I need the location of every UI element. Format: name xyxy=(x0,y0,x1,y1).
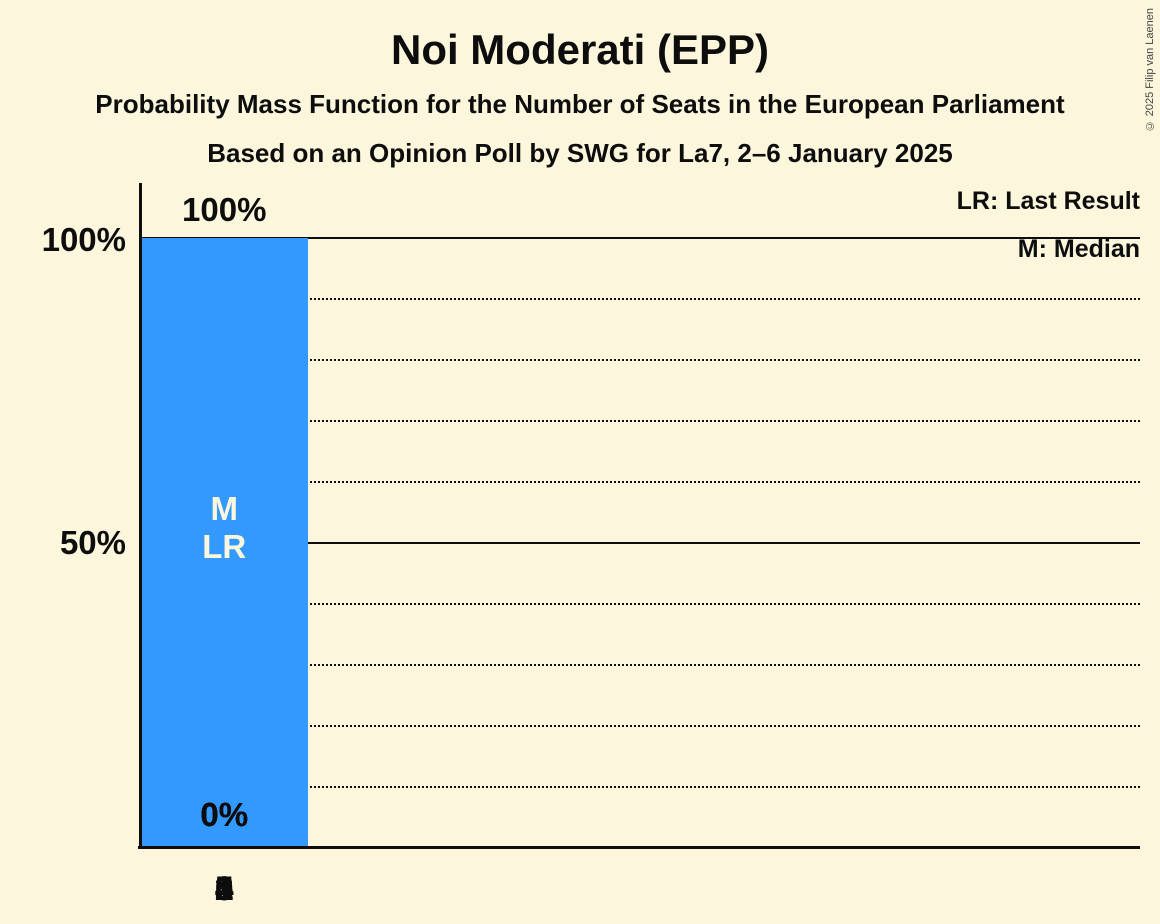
x-axis-label-2: 2 xyxy=(214,870,234,908)
gridline-60pct xyxy=(141,481,1140,483)
gridline-70pct xyxy=(141,420,1140,422)
x-axis-label-0: 0 xyxy=(214,870,234,908)
bar-value-label-1: 0% xyxy=(200,796,249,833)
gridline-50pct xyxy=(141,542,1140,544)
bar-group-1-seat: 0% 1 xyxy=(141,238,308,908)
y-axis-label-50: 50% xyxy=(59,524,126,561)
chart-title: Noi Moderati (EPP) xyxy=(390,26,770,73)
bar-group-2-seats: 0% 2 xyxy=(141,238,308,908)
bar-value-label-5: 0% xyxy=(200,796,249,833)
chart-subtitle: Probability Mass Function for the Number… xyxy=(95,89,1065,119)
last-result-marker: LR xyxy=(202,528,247,565)
gridline-100pct xyxy=(141,237,1140,239)
x-axis-label-3: 3 xyxy=(214,870,234,908)
gridline-80pct xyxy=(141,359,1140,361)
gridline-20pct xyxy=(141,725,1140,727)
median-marker: M xyxy=(210,490,239,527)
bar-value-label-2: 0% xyxy=(200,796,249,833)
bar-group-3-seats: 0% 3 xyxy=(141,238,308,908)
y-axis-label-100: 100% xyxy=(41,221,126,258)
bar-value-label-3: 0% xyxy=(200,796,249,833)
bar-value-label-4: 0% xyxy=(200,796,249,833)
bar-0-seats xyxy=(141,238,308,848)
bar-group-5-seats: 0% 5 xyxy=(141,238,308,908)
gridline-40pct xyxy=(141,603,1140,605)
x-axis-label-4: 4 xyxy=(214,870,234,908)
x-axis-line xyxy=(138,846,1140,849)
plot-area: 100% M LR 0 0% 1 0% 2 0% 3 0% 4 xyxy=(141,191,1140,908)
bar-group-4-seats: 0% 4 xyxy=(141,238,308,908)
legend-last-result: LR: Last Result xyxy=(956,187,1140,215)
y-axis-line xyxy=(139,183,142,848)
gridline-90pct xyxy=(141,298,1140,300)
chart-source-line: Based on an Opinion Poll by SWG for La7,… xyxy=(207,138,953,168)
gridline-30pct xyxy=(141,664,1140,666)
x-axis-label-1: 1 xyxy=(214,870,234,908)
median-last-result-marker: M LR xyxy=(141,490,308,566)
bar-group-0-seats: 100% M LR 0 xyxy=(141,191,308,908)
bar-value-label-0: 100% xyxy=(182,191,267,228)
gridline-10pct xyxy=(141,786,1140,788)
legend-median: M: Median xyxy=(1017,235,1140,263)
x-axis-label-5: 5 xyxy=(214,870,234,908)
